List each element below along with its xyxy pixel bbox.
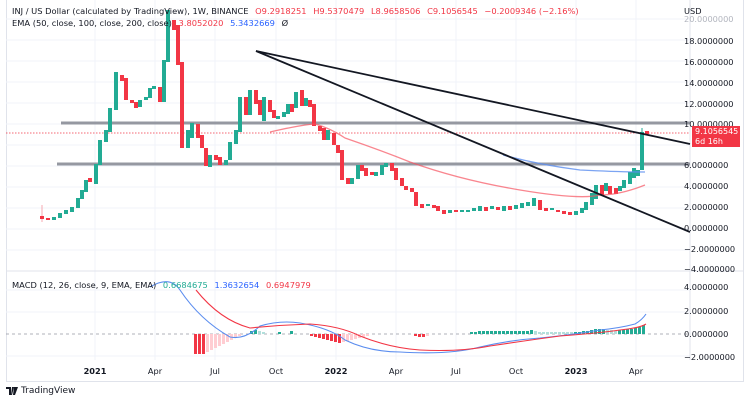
ohlc-change: −0.2009346 (−2.16%) [484,6,579,16]
symbol-title[interactable]: INJ / US Dollar (calculated by TradingVi… [12,6,249,16]
time-tick: Oct [508,366,524,376]
price-tick: 16.0000000 [684,57,734,67]
tradingview-logo-icon [6,387,18,395]
ohlc-low: L8.9658506 [370,6,421,16]
price-tick: 18.0000000 [684,36,734,46]
last-price-tag: 9.1056545 6d 16h [692,126,740,147]
macd-legend: MACD (12, 26, close, 9, EMA, EMA) 0.6684… [12,280,315,290]
macd-tick: 4.0000000 [684,282,729,292]
signal-line[interactable] [195,289,647,352]
time-tick: Jul [451,366,461,376]
bar-countdown: 6d 16h [695,137,723,146]
macd-histogram [194,325,645,354]
support-resistance-levels[interactable] [57,121,690,166]
price-tick: 4.0000000 [684,181,729,191]
symbol-legend: INJ / US Dollar (calculated by TradingVi… [12,6,583,16]
ema100-line[interactable] [502,154,646,173]
candlesticks [40,10,649,222]
ohlc-high: H9.5370479 [313,6,365,16]
trendlines[interactable] [255,50,691,233]
ohlc-close: C9.1056545 [427,6,478,16]
time-tick: Apr [147,366,163,376]
price-tick: 10.0000000 [684,119,734,129]
price-tick: 2.0000000 [684,202,729,212]
price-tick: 20.0000000 [684,14,734,24]
macd-signal-value: 0.6947979 [265,280,311,290]
price-tick: −2.0000000 [684,244,736,254]
time-tick: Apr [388,366,404,376]
time-tick: Oct [268,366,284,376]
ohlc-open: O9.2918251 [255,6,307,16]
ema-title[interactable]: EMA (50, close, 100, close, 200, close) [12,18,172,28]
price-tick: 6.0000000 [684,160,729,170]
time-tick: Apr [628,366,644,376]
price-tick: 12.0000000 [684,99,734,109]
ema50-value: 3.8052020 [178,18,224,28]
chart-frame [6,0,744,382]
macd-tick: −2.0000000 [684,352,736,362]
macd-histogram-value: 0.6684675 [162,280,208,290]
ema200-value: Ø [281,18,289,28]
ema100-value: 5.3432669 [230,18,275,28]
ema-legend: EMA (50, close, 100, close, 200, close) … [12,18,292,28]
time-tick: 2022 [324,366,348,376]
tradingview-label: TradingView [21,386,76,396]
price-tick: 14.0000000 [684,78,734,88]
macd-tick: 2.0000000 [684,306,729,316]
macd-title[interactable]: MACD (12, 26, close, 9, EMA, EMA) [12,280,157,290]
price-tick: 0.0000000 [684,223,729,233]
currency-label: USD [684,6,702,16]
tradingview-branding[interactable]: TradingView [6,386,75,396]
macd-tick: 0.0000000 [684,329,729,339]
time-tick: 2023 [564,366,588,376]
macd-line[interactable] [149,281,647,354]
macd-value: 1.3632654 [214,280,260,290]
price-tick: −4.0000000 [684,264,736,274]
last-price-value: 9.1056545 [695,127,739,136]
time-tick: Jul [210,366,220,376]
time-tick: 2021 [83,366,107,376]
